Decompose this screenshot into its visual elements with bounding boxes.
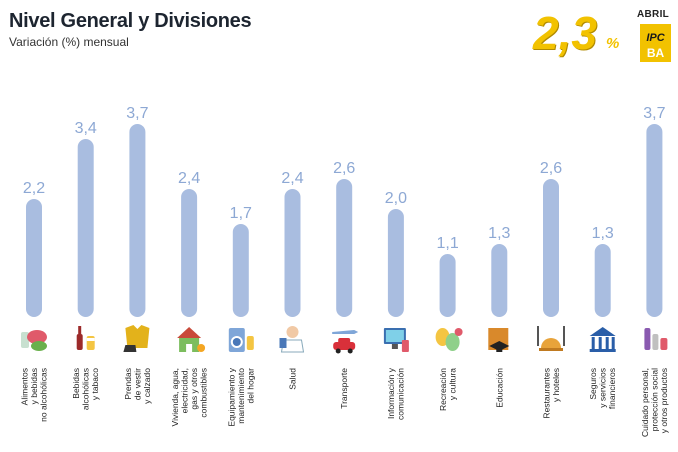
category-line: Seguros bbox=[588, 368, 598, 400]
category-line: Alimentos bbox=[20, 368, 30, 405]
category-line: y hoteles bbox=[551, 368, 561, 402]
value-label-4: 1,7 bbox=[230, 205, 252, 222]
category-line: gas y otros bbox=[189, 368, 199, 410]
category-line: Recreación bbox=[438, 368, 448, 411]
category-line: Prendas bbox=[123, 368, 133, 400]
theatre-masks-icon bbox=[435, 328, 463, 351]
category-line: Transporte bbox=[339, 368, 349, 409]
category-label-7: Información y comunicación bbox=[386, 367, 406, 420]
food-icon bbox=[21, 330, 47, 351]
category-line: mantenimiento bbox=[236, 368, 246, 424]
chart-subtitle: Variación (%) mensual bbox=[9, 35, 129, 49]
bar-3 bbox=[181, 189, 198, 317]
category-label-1: Bebidas alcohólicas y tabaco bbox=[71, 368, 100, 410]
bar-1 bbox=[77, 139, 94, 317]
category-line: y servicios bbox=[598, 368, 608, 408]
value-label-8: 1,1 bbox=[436, 235, 458, 252]
value-label-11: 1,3 bbox=[592, 225, 614, 242]
bar-0 bbox=[26, 199, 42, 317]
category-line: Vivienda, agua, bbox=[170, 368, 180, 426]
category-line: y bebidas bbox=[29, 368, 39, 404]
category-line: del hogar bbox=[245, 368, 255, 404]
category-line: no alcohólicas bbox=[39, 368, 49, 422]
category-line: y calzado bbox=[142, 368, 152, 404]
value-label-5: 2,4 bbox=[281, 170, 303, 187]
value-label-1: 3,4 bbox=[75, 120, 97, 137]
category-label-0: Alimentos y bebidas no alcohólicas bbox=[20, 368, 49, 422]
bar-9 bbox=[491, 244, 508, 317]
category-line: Cuidado personal, bbox=[640, 368, 650, 437]
bar-4 bbox=[232, 224, 249, 317]
value-label-3: 2,4 bbox=[178, 170, 200, 187]
category-label-2: Prendas de vestir y calzado bbox=[123, 368, 152, 404]
category-label-11: Seguros y servicios financieros bbox=[588, 368, 617, 409]
category-line: Información y bbox=[386, 367, 396, 419]
bar-12 bbox=[646, 124, 663, 317]
logo-top-text: IPC bbox=[646, 32, 665, 44]
washing-machine-icon bbox=[228, 328, 254, 352]
bar-10 bbox=[543, 179, 559, 317]
category-label-6: Transporte bbox=[339, 368, 349, 409]
ipc-ba-logo-icon: IPC BA bbox=[640, 24, 671, 62]
category-line: Equipamiento y bbox=[226, 367, 236, 426]
category-line: Bebidas bbox=[71, 368, 81, 399]
category-line: combustibles bbox=[198, 368, 208, 418]
bar-11 bbox=[594, 244, 611, 317]
month-label: ABRIL bbox=[637, 9, 670, 20]
category-line: financieros bbox=[607, 368, 617, 409]
category-label-9: Educación bbox=[494, 368, 504, 408]
category-line: comunicación bbox=[396, 368, 406, 420]
computer-icon bbox=[383, 328, 409, 352]
value-label-0: 2,2 bbox=[23, 180, 45, 197]
value-label-10: 2,6 bbox=[540, 160, 562, 177]
bank-icon bbox=[589, 327, 616, 352]
beauty-products-icon bbox=[644, 328, 668, 350]
bars-layer bbox=[26, 124, 663, 317]
labels-layer: 2,2 Alimentos y bebidas no alcohólicas 3,4 Be… bbox=[20, 105, 669, 437]
category-line: alcohólicas bbox=[81, 368, 91, 410]
category-label-10: Restaurantes y hoteles bbox=[541, 368, 561, 419]
bar-2 bbox=[129, 124, 146, 317]
category-line: y tabaco bbox=[90, 368, 100, 400]
value-label-12: 3,7 bbox=[643, 105, 665, 122]
logo-bottom-text: BA bbox=[647, 46, 665, 60]
bar-5 bbox=[284, 189, 301, 317]
category-label-12: Cuidado personal, protección social y otro… bbox=[640, 368, 669, 437]
drinks-icon bbox=[76, 326, 95, 350]
headline-unit: % bbox=[606, 35, 620, 52]
category-line: Educación bbox=[494, 368, 504, 408]
graduation-cap-icon bbox=[488, 328, 510, 352]
category-label-8: Recreación y cultura bbox=[438, 368, 458, 411]
category-line: y cultura bbox=[447, 368, 457, 400]
clothing-icon bbox=[123, 325, 150, 352]
cutlery-icon bbox=[537, 326, 565, 351]
value-label-2: 3,7 bbox=[126, 105, 148, 122]
headline-value: 2,3 bbox=[533, 7, 597, 59]
category-label-3: Vivienda, agua, electricidad, gas y otros c… bbox=[170, 368, 209, 426]
value-label-9: 1,3 bbox=[488, 225, 510, 242]
category-line: y otros productos bbox=[659, 368, 669, 433]
bar-6 bbox=[336, 179, 353, 317]
category-line: de vestir bbox=[132, 368, 142, 400]
icons-layer bbox=[21, 325, 668, 354]
category-label-4: Equipamiento y mantenimiento del hogar bbox=[226, 367, 255, 426]
category-label-5: Salud bbox=[288, 368, 298, 390]
value-label-7: 2,0 bbox=[385, 190, 407, 207]
car-plane-icon bbox=[332, 330, 359, 354]
bar-7 bbox=[387, 209, 404, 317]
chart-title: Nivel General y Divisiones bbox=[9, 10, 252, 32]
category-line: Salud bbox=[288, 368, 298, 390]
value-label-6: 2,6 bbox=[333, 160, 355, 177]
house-icon bbox=[177, 327, 206, 352]
category-line: Restaurantes bbox=[541, 368, 551, 419]
bar-8 bbox=[439, 254, 456, 317]
category-line: electricidad, bbox=[179, 368, 189, 413]
category-line: protección social bbox=[649, 368, 659, 431]
doctor-icon bbox=[279, 326, 305, 353]
